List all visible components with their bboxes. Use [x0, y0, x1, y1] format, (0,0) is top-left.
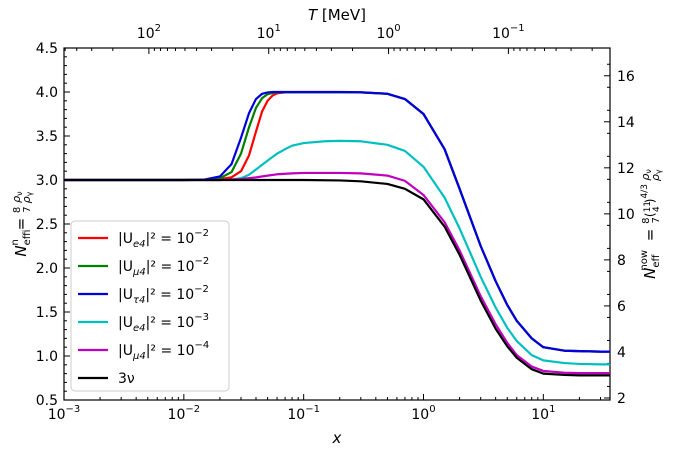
y-tick-label: 0.5 — [36, 393, 58, 409]
right-tick-label: 10 — [617, 207, 635, 223]
legend-box — [70, 220, 230, 392]
legend-label: |Ue4|² = 10−3 — [118, 312, 209, 334]
legend-label: |Uμ4|² = 10−2 — [118, 256, 209, 278]
svg-text:Neffin = 87 ρνργ: Neffin = 87 ρνργ — [10, 191, 34, 257]
x-tick-label: 10−2 — [168, 404, 201, 423]
x-axis-title: x — [332, 429, 342, 447]
y-tick-label: 1.5 — [36, 305, 58, 321]
y-tick-label: 4.5 — [36, 41, 58, 57]
y-tick-label: 3.5 — [36, 129, 58, 145]
x-tick-label: 101 — [531, 404, 555, 423]
svg-text:Neffnow = 87(114)4/3 ρνργ: Neffnow = 87(114)4/3 ρνργ — [639, 169, 663, 279]
right-tick-label: 4 — [617, 345, 626, 361]
top-tick-label: 100 — [376, 23, 400, 42]
legend-label: |Ue4|² = 10−2 — [118, 228, 209, 250]
right-tick-label: 12 — [617, 161, 635, 177]
top-tick-label: 10−1 — [492, 23, 525, 42]
y-tick-label: 1.0 — [36, 349, 58, 365]
legend: |Ue4|² = 10−2 |Uμ4|² = 10−2 |Uτ4|² = 10−2 |… — [70, 220, 230, 392]
series-line-5 — [64, 178, 610, 377]
y-tick-label: 3.0 — [36, 173, 58, 189]
top-tick-label: 101 — [257, 23, 281, 42]
series-line-2 — [64, 90, 610, 353]
right-tick-label: 14 — [617, 115, 635, 131]
y-axis-title-right: Neffnow = 87(114)4/3 ρνργ — [639, 169, 663, 279]
x-tick-label: 10−3 — [48, 404, 81, 423]
series-line-4 — [64, 171, 610, 375]
right-tick-label: 6 — [617, 299, 626, 315]
top-axis-title: T [MeV] — [308, 6, 366, 24]
x-tick-label: 10−1 — [287, 404, 320, 423]
right-tick-label: 16 — [617, 69, 635, 85]
right-tick-label: 2 — [617, 391, 626, 407]
y-tick-label: 4.0 — [36, 85, 58, 101]
x-tick-label: 100 — [411, 404, 435, 423]
top-tick-label: 102 — [137, 23, 161, 42]
y-tick-label: 2.5 — [36, 217, 58, 233]
y-tick-label: 2.0 — [36, 261, 58, 277]
legend-label: |Uτ4|² = 10−2 — [118, 284, 209, 306]
y-axis-title: Neffin = 87 ρνργ — [10, 191, 34, 257]
right-tick-label: 8 — [617, 253, 626, 269]
legend-label: |Uμ4|² = 10−4 — [118, 340, 209, 362]
legend-label: 3ν — [118, 371, 135, 387]
